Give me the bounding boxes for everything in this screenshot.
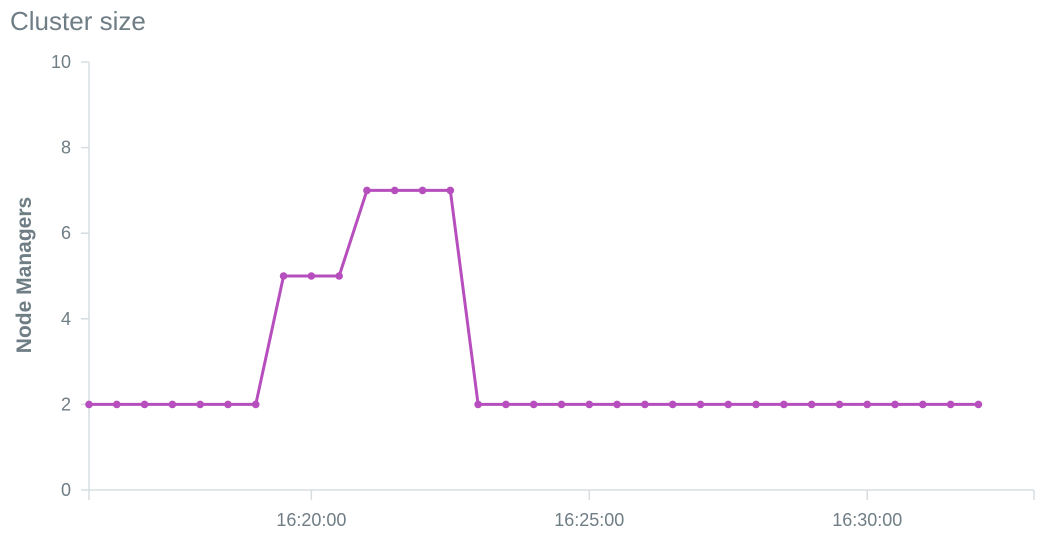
data-point[interactable] bbox=[307, 272, 316, 280]
data-point[interactable] bbox=[668, 400, 677, 409]
y-tick-label: 4 bbox=[61, 309, 71, 329]
data-point[interactable] bbox=[418, 186, 427, 195]
data-point[interactable] bbox=[752, 400, 760, 409]
data-point[interactable] bbox=[585, 400, 594, 409]
data-point[interactable] bbox=[168, 400, 177, 409]
series-group bbox=[85, 186, 983, 409]
data-point[interactable] bbox=[835, 400, 844, 409]
data-point[interactable] bbox=[196, 400, 204, 409]
data-point[interactable] bbox=[529, 400, 538, 409]
data-point[interactable] bbox=[807, 400, 816, 409]
y-tick-label: 6 bbox=[61, 223, 71, 243]
x-tick-label: 16:25:00 bbox=[554, 510, 624, 530]
y-tick-label: 2 bbox=[61, 394, 71, 414]
y-axis-title: Node Managers bbox=[13, 197, 36, 353]
y-tick-label: 0 bbox=[61, 480, 71, 500]
data-point[interactable] bbox=[974, 400, 983, 409]
x-tick-label: 16:20:00 bbox=[276, 510, 346, 530]
data-point[interactable] bbox=[891, 400, 899, 409]
data-point[interactable] bbox=[335, 272, 343, 280]
data-point[interactable] bbox=[502, 400, 510, 409]
x-tick-label: 16:30:00 bbox=[832, 510, 902, 530]
chart-axes bbox=[81, 61, 1035, 500]
data-point[interactable] bbox=[224, 400, 232, 409]
data-point[interactable] bbox=[446, 186, 455, 195]
data-point[interactable] bbox=[251, 400, 260, 409]
data-point[interactable] bbox=[724, 400, 733, 409]
data-point[interactable] bbox=[85, 400, 93, 409]
y-tick-labels: 0 2 4 6 8 10 bbox=[51, 52, 71, 500]
y-tick-label: 10 bbox=[51, 52, 71, 72]
y-tick-label: 8 bbox=[61, 138, 71, 158]
data-point[interactable] bbox=[363, 186, 371, 195]
data-point[interactable] bbox=[780, 400, 788, 409]
data-point[interactable] bbox=[696, 400, 705, 409]
data-point[interactable] bbox=[140, 400, 149, 409]
data-point[interactable] bbox=[613, 400, 621, 409]
data-point[interactable] bbox=[641, 400, 649, 409]
data-point[interactable] bbox=[390, 186, 399, 195]
series-line bbox=[89, 188, 979, 406]
data-point[interactable] bbox=[863, 400, 872, 409]
data-point[interactable] bbox=[946, 400, 955, 409]
data-point[interactable] bbox=[279, 272, 288, 280]
x-tick-labels: 16:20:00 16:25:00 16:30:00 bbox=[276, 510, 902, 530]
data-point[interactable] bbox=[112, 400, 121, 409]
data-point[interactable] bbox=[474, 400, 482, 409]
chart-title: Cluster size bbox=[10, 6, 146, 36]
data-point[interactable] bbox=[557, 400, 566, 409]
data-point[interactable] bbox=[919, 400, 927, 409]
